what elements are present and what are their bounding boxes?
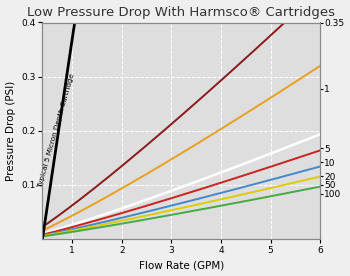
Text: Typical 5 Micron Depth Cartridge: Typical 5 Micron Depth Cartridge (37, 73, 76, 189)
Y-axis label: Pressure Drop (PSI): Pressure Drop (PSI) (6, 81, 15, 181)
Title: Low Pressure Drop With Harmsco® Cartridges: Low Pressure Drop With Harmsco® Cartridg… (27, 6, 335, 18)
X-axis label: Flow Rate (GPM): Flow Rate (GPM) (139, 261, 224, 270)
